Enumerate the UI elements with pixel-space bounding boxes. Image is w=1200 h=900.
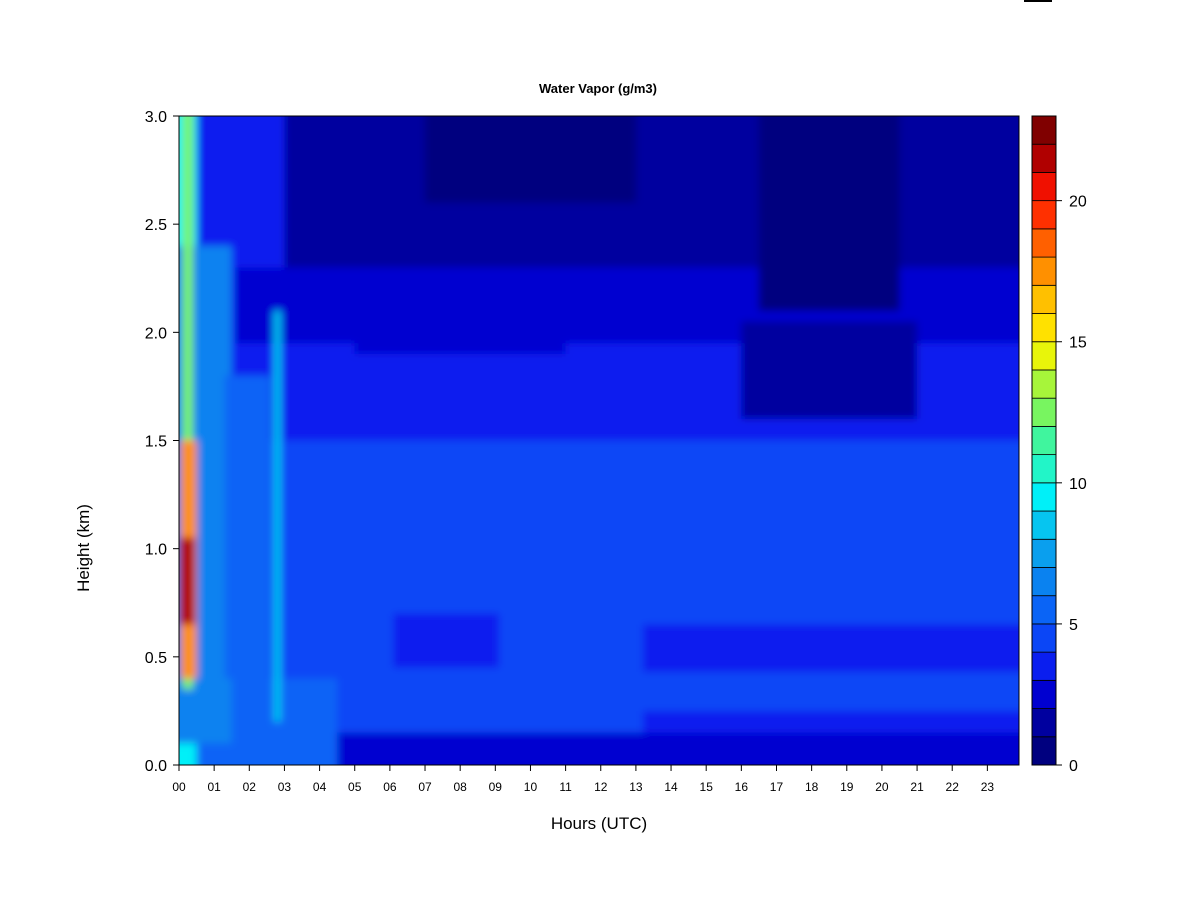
colorbar-swatch xyxy=(1031,454,1057,484)
heatmap-cell xyxy=(224,375,271,679)
colorbar-swatch xyxy=(1031,228,1057,258)
colorbar-swatch xyxy=(1031,341,1057,371)
heatmap-cell xyxy=(758,116,900,311)
colorbar-swatch xyxy=(1031,708,1057,738)
chart-title: Water Vapor (g/m3) xyxy=(539,81,657,96)
heatmap-cell xyxy=(337,689,643,733)
colorbar-frame xyxy=(1031,115,1057,766)
y-axis: 0.0 0.5 1.0 1.5 2.0 2.5 3.0 xyxy=(145,109,179,775)
y-tick-label: 2.0 xyxy=(145,325,167,342)
colorbar-swatch xyxy=(1031,284,1057,314)
y-tick-label: 0.5 xyxy=(145,650,167,667)
heatmap-cell xyxy=(425,116,636,203)
heatmap-cell xyxy=(337,732,1019,765)
y-axis-label: Height (km) xyxy=(74,504,93,592)
y-tick-label: 1.5 xyxy=(145,434,167,451)
colorbar-swatch xyxy=(1031,115,1057,145)
x-tick-label: 01 xyxy=(207,780,221,794)
x-tick-label: 06 xyxy=(383,780,397,794)
heatmap-cell xyxy=(273,310,281,722)
x-tick-label: 15 xyxy=(700,780,714,794)
colorbar-swatch xyxy=(1031,172,1057,202)
colorbar-swatch xyxy=(1031,397,1057,427)
colorbar-tick-label: 5 xyxy=(1069,617,1078,634)
x-axis: 00 01 02 03 04 05 06 07 08 09 10 11 12 13 14 15 16 17 18 19… xyxy=(172,765,994,794)
x-tick-label: 08 xyxy=(453,780,467,794)
x-tick-label: 12 xyxy=(594,780,608,794)
x-tick-label: 03 xyxy=(278,780,292,794)
x-tick-label: 21 xyxy=(910,780,924,794)
colorbar-swatch xyxy=(1031,651,1057,681)
heatmap-cell xyxy=(741,321,918,419)
y-tick-label: 1.0 xyxy=(145,542,167,559)
colorbar: 0 5 10 15 20 xyxy=(1031,115,1087,775)
heatmap-cell xyxy=(354,310,566,354)
colorbar-swatch xyxy=(1031,736,1057,766)
colorbar-swatch xyxy=(1031,623,1057,653)
x-tick-label: 07 xyxy=(418,780,432,794)
colorbar-swatch xyxy=(1031,510,1057,540)
x-tick-label: 16 xyxy=(735,780,749,794)
heatmap-field xyxy=(179,116,1019,765)
y-tick-label: 2.5 xyxy=(145,217,167,234)
x-tick-label: 10 xyxy=(524,780,538,794)
colorbar-swatch xyxy=(1031,595,1057,625)
colorbar-swatch xyxy=(1031,200,1057,230)
colorbar-swatch xyxy=(1031,256,1057,286)
x-tick-label: 14 xyxy=(664,780,678,794)
heatmap-cell xyxy=(182,116,194,690)
x-tick-label: 20 xyxy=(875,780,889,794)
colorbar-swatch xyxy=(1031,425,1057,456)
x-tick-label: 02 xyxy=(243,780,257,794)
colorbar-tick-label: 0 xyxy=(1069,758,1078,775)
x-tick-label: 22 xyxy=(946,780,960,794)
y-tick-label: 3.0 xyxy=(145,109,167,126)
x-tick-label: 09 xyxy=(489,780,503,794)
plot-area xyxy=(179,116,1019,765)
x-tick-label: 13 xyxy=(629,780,643,794)
colorbar-swatch xyxy=(1031,567,1057,597)
x-tick-label: 11 xyxy=(559,780,572,794)
heatmap-cell xyxy=(284,116,1019,268)
x-tick-label: 18 xyxy=(805,780,819,794)
x-tick-label: 04 xyxy=(313,780,327,794)
x-tick-label: 17 xyxy=(770,780,784,794)
heatmap-cell xyxy=(393,613,499,668)
x-tick-label: 23 xyxy=(981,780,995,794)
colorbar-tick-label: 10 xyxy=(1069,476,1087,493)
colorbar-swatch xyxy=(1031,679,1057,709)
x-axis-label: Hours (UTC) xyxy=(551,814,647,833)
corner-mark xyxy=(1024,0,1052,2)
colorbar-swatch xyxy=(1031,313,1057,343)
colorbar-swatch xyxy=(1031,369,1057,399)
colorbar-tick-label: 20 xyxy=(1069,194,1087,211)
x-tick-label: 00 xyxy=(172,780,186,794)
y-tick-label: 0.0 xyxy=(145,758,167,775)
colorbar-swatch xyxy=(1031,538,1057,568)
colorbar-swatch xyxy=(1031,143,1057,173)
heatmap-cell xyxy=(179,537,195,625)
heatmap-cell xyxy=(642,624,1019,672)
x-tick-label: 19 xyxy=(840,780,854,794)
colorbar-tick-label: 15 xyxy=(1069,335,1087,352)
x-tick-label: 05 xyxy=(348,780,362,794)
colorbar-swatch xyxy=(1031,482,1057,512)
